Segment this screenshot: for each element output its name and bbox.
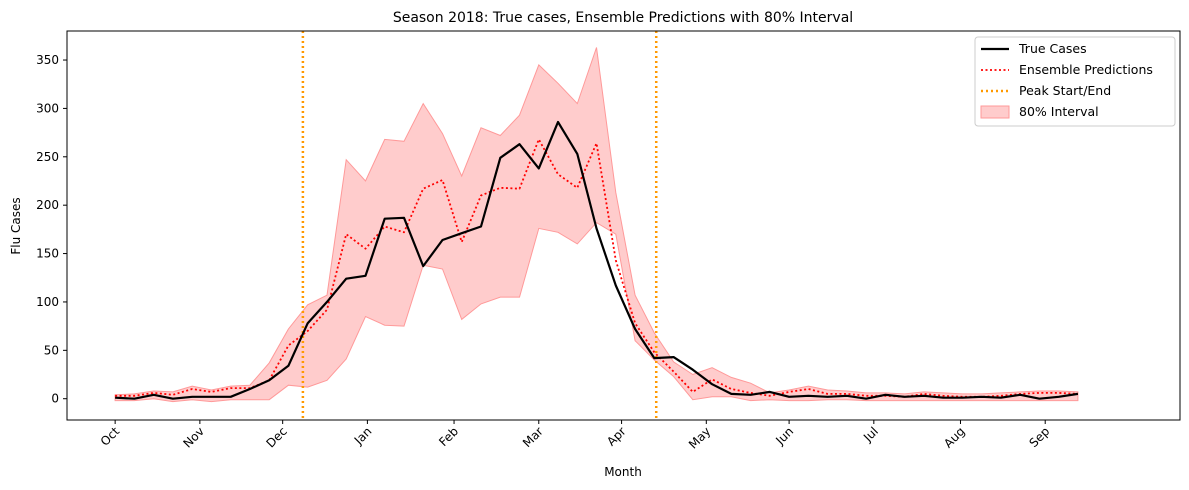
x-tick-label: Sep bbox=[1026, 424, 1052, 450]
legend-label-80-interval: 80% Interval bbox=[1019, 104, 1099, 119]
x-tick-label: Dec bbox=[263, 424, 289, 450]
x-tick-label: Aug bbox=[941, 424, 967, 450]
legend-label-peak-start-end: Peak Start/End bbox=[1019, 83, 1111, 98]
x-axis-title: Month bbox=[604, 465, 642, 479]
y-tick-label: 200 bbox=[36, 198, 59, 212]
chart-title: Season 2018: True cases, Ensemble Predic… bbox=[393, 10, 853, 26]
y-axis-title: Flu Cases bbox=[9, 197, 23, 254]
y-tick-label: 100 bbox=[36, 295, 59, 309]
x-tick-label: Mar bbox=[520, 424, 546, 450]
x-tick-label: Jan bbox=[351, 424, 375, 448]
x-tick-label: Apr bbox=[604, 424, 629, 449]
x-axis: Oct Nov Dec Jan Feb Mar Apr May Jun Jul Aug Sep bbox=[98, 420, 1052, 452]
x-tick-label: Oct bbox=[98, 424, 123, 449]
plot-frame bbox=[66, 30, 1181, 421]
legend: True Cases Ensemble Predictions Peak Start… bbox=[974, 36, 1176, 127]
y-tick-label: 350 bbox=[36, 53, 59, 67]
x-tick-label: May bbox=[686, 424, 713, 451]
y-axis: 0 50 100 150 200 250 300 350 bbox=[36, 53, 67, 406]
legend-box bbox=[974, 36, 1176, 127]
y-tick-label: 300 bbox=[36, 101, 59, 115]
y-tick-label: 0 bbox=[51, 392, 59, 406]
x-tick-label: Jul bbox=[860, 424, 881, 445]
y-tick-label: 50 bbox=[44, 343, 59, 357]
x-tick-label: Jun bbox=[772, 424, 796, 448]
y-tick-label: 250 bbox=[36, 150, 59, 164]
y-tick-label: 150 bbox=[36, 247, 59, 261]
legend-label-true-cases: True Cases bbox=[1018, 41, 1087, 56]
legend-swatch-80-interval bbox=[980, 105, 1010, 119]
series-true-cases bbox=[115, 120, 1079, 400]
series-ensemble-predictions bbox=[115, 138, 1078, 398]
plot-area bbox=[114, 31, 1079, 420]
x-tick-label: Feb bbox=[436, 424, 461, 449]
legend-label-ensemble-predictions: Ensemble Predictions bbox=[1019, 62, 1153, 77]
x-tick-label: Nov bbox=[181, 424, 207, 450]
